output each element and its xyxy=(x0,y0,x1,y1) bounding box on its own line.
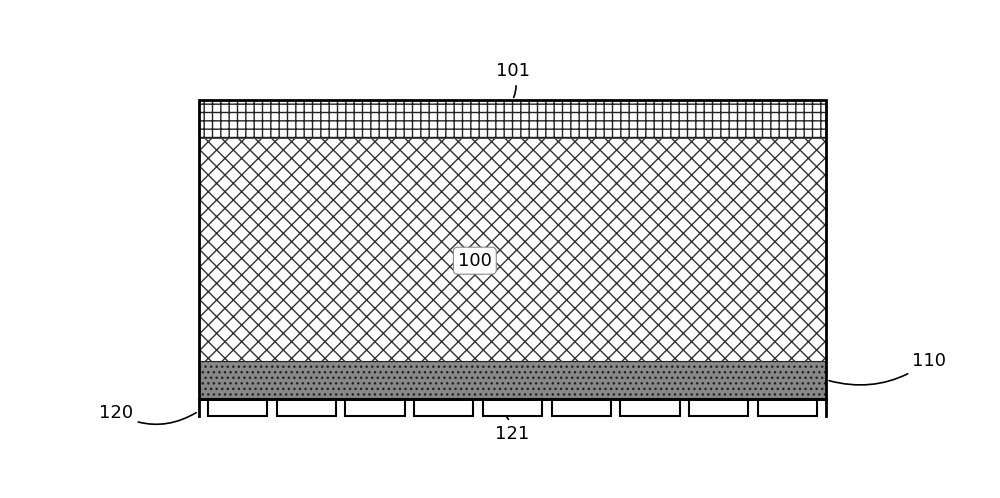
Bar xyxy=(483,399,542,416)
Bar xyxy=(689,399,748,416)
Text: 121: 121 xyxy=(495,411,530,443)
Text: 110: 110 xyxy=(829,352,946,385)
Bar xyxy=(199,138,826,361)
Bar xyxy=(199,361,826,399)
Text: 100: 100 xyxy=(458,251,492,270)
Bar xyxy=(414,399,473,416)
Bar xyxy=(758,399,817,416)
Bar xyxy=(552,399,611,416)
Bar xyxy=(277,399,336,416)
Bar xyxy=(620,399,680,416)
Bar xyxy=(345,399,405,416)
Text: 101: 101 xyxy=(496,62,530,98)
Text: 120: 120 xyxy=(99,403,196,424)
Bar xyxy=(199,100,826,138)
Bar xyxy=(208,399,267,416)
Bar xyxy=(199,100,826,399)
